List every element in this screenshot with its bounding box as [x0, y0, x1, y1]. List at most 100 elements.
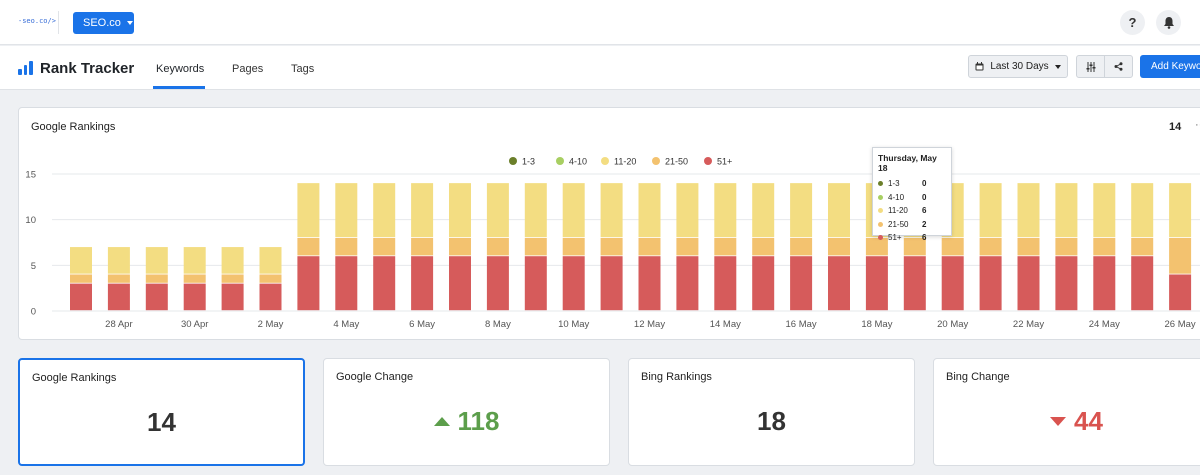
tab-keywords[interactable]: Keywords [156, 63, 205, 75]
chart-bar-segment [449, 256, 471, 311]
tooltip-row: 11-20 6 [878, 204, 946, 218]
chart-bar-segment [183, 247, 206, 274]
date-range-dropdown[interactable]: Last 30 Days [968, 55, 1068, 78]
chart-bar-segment [790, 237, 813, 256]
help-button[interactable]: ? [1120, 10, 1145, 35]
chart-bar-segment [373, 256, 396, 311]
chart-bar-segment [183, 283, 206, 311]
tab-pages[interactable]: Pages [232, 63, 264, 75]
chart-bar-segment [676, 237, 699, 256]
chevron-down-icon [126, 21, 133, 25]
legend-dot-icon [878, 208, 883, 214]
tooltip-row-label: 21-50 [888, 219, 909, 229]
chart-bar-segment [221, 274, 244, 283]
chart-bar-segment [221, 247, 244, 274]
x-tick-label: 30 Apr [181, 319, 208, 330]
chart-total: 14 [1169, 121, 1182, 133]
chart-bar-segment [676, 256, 699, 311]
chart-bar-segment [107, 247, 130, 274]
chart-bar-segment [941, 237, 964, 256]
chart-bar-segment [752, 256, 775, 311]
legend-dot-icon [878, 221, 883, 227]
chart-bar-segment [752, 183, 775, 238]
chart-bar-segment [1169, 183, 1192, 238]
legend-dot-icon [878, 235, 883, 241]
chart-bar-segment [486, 183, 509, 238]
calendar-icon [975, 62, 984, 71]
site-selector-button[interactable]: SEO.co [73, 12, 134, 34]
divider [58, 11, 59, 34]
bell-icon [1163, 17, 1174, 29]
chart-bar-segment [259, 247, 282, 274]
chart-bar-segment [107, 274, 130, 283]
chart-bar-segment [1169, 274, 1192, 311]
chart-bar-segment [486, 256, 509, 311]
active-tab-indicator [153, 86, 205, 89]
x-tick-label: 4 May [333, 319, 359, 330]
stat-label: Google Rankings [32, 372, 117, 384]
tooltip-row-label: 4-10 [888, 192, 905, 202]
top-bar: -seo.co/> SEO.co ? [0, 0, 1200, 45]
y-tick-label: 10 [25, 215, 36, 226]
chart-bar-segment [941, 256, 964, 311]
add-keywords-button[interactable]: Add Keywords [1140, 55, 1200, 78]
chart-bar-segment [1093, 237, 1116, 256]
chart-bar-segment [638, 256, 661, 311]
more-options-icon[interactable]: ·· [1195, 119, 1200, 131]
chart-bar-segment [865, 237, 888, 256]
chart-tooltip: Thursday, May 18 1-3 0 4-10 0 11-20 6 21-50 2 51… [872, 147, 952, 242]
chart-bar-segment [562, 183, 585, 238]
chart-bar-segment [1093, 183, 1116, 238]
chart-bar-segment [1017, 256, 1040, 311]
chart-bar-segment [1093, 256, 1116, 311]
chart-bar-segment [638, 237, 661, 256]
chart-bar-segment [335, 183, 358, 238]
stat-label: Bing Rankings [641, 371, 712, 383]
chart-bar-segment [1055, 256, 1078, 311]
stat-card-google-rankings[interactable]: Google Rankings 14 [18, 358, 305, 466]
stat-card-bing-rankings[interactable]: Bing Rankings 18 [628, 358, 915, 466]
chart-bar-segment [979, 183, 1002, 238]
x-tick-label: 8 May [485, 319, 511, 330]
legend-dot-icon [601, 157, 609, 165]
chart-bar-segment [1055, 183, 1078, 238]
legend-dot-icon [556, 157, 564, 165]
chart-title: Google Rankings [31, 121, 116, 133]
tooltip-row-label: 11-20 [888, 206, 908, 216]
brand-logo[interactable]: -seo.co/> [18, 17, 56, 25]
x-tick-label: 24 May [1089, 319, 1120, 330]
chart-bar-segment [297, 183, 320, 238]
tab-tags[interactable]: Tags [291, 63, 315, 75]
x-tick-label: 18 May [861, 319, 892, 330]
chart-bar-segment [335, 237, 358, 256]
chart-bar-segment [828, 237, 850, 256]
legend-label: 1-3 [522, 157, 535, 167]
chart-bar-segment [600, 256, 623, 311]
chart-bar-segment [600, 237, 623, 256]
chart-bar-segment [411, 237, 434, 256]
chart-bar-segment [1131, 256, 1154, 311]
help-icon: ? [1128, 15, 1137, 30]
chart-bar-segment [449, 183, 471, 238]
chart-bar-segment [865, 256, 888, 311]
chart-bar-segment [790, 183, 813, 238]
date-range-label: Last 30 Days [990, 61, 1049, 72]
chart-bar-segment [979, 256, 1002, 311]
x-tick-label: 26 May [1165, 319, 1196, 330]
x-tick-label: 22 May [1013, 319, 1044, 330]
stat-card-google-change[interactable]: Google Change 118 [323, 358, 610, 466]
notifications-button[interactable] [1156, 10, 1181, 35]
chart-bar-segment [145, 274, 168, 283]
chart-bar-segment [70, 283, 92, 311]
legend-dot-icon [652, 157, 660, 165]
chart-bar-segment [562, 237, 585, 256]
tooltip-row-label: 1-3 [888, 179, 900, 189]
tooltip-row: 51+ 6 [878, 231, 946, 245]
arrow-up-icon [433, 417, 450, 426]
tooltip-row: 4-10 0 [878, 191, 946, 205]
stat-card-bing-change[interactable]: Bing Change 44 [933, 358, 1200, 466]
chart-bar-segment [600, 183, 623, 238]
share-button[interactable] [1104, 55, 1133, 78]
chart-bar-segment [373, 237, 396, 256]
chart-bar-segment [297, 256, 320, 311]
